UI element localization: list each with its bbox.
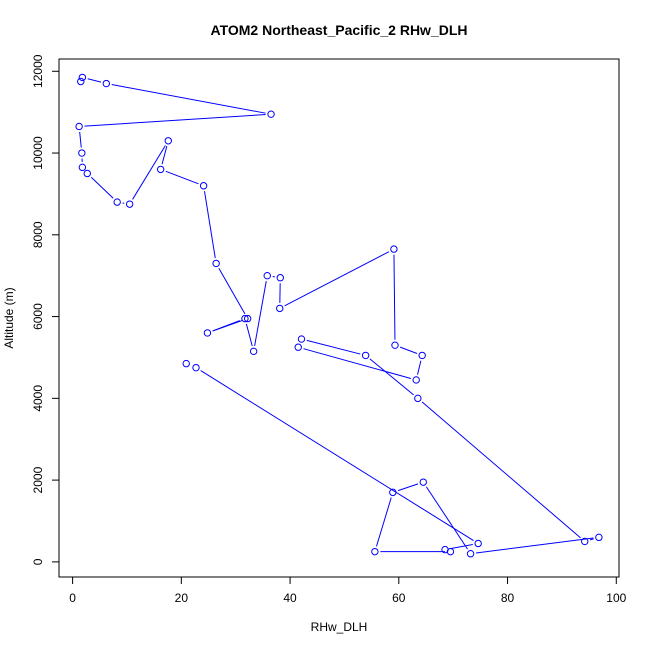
data-point bbox=[390, 245, 398, 253]
series-segment bbox=[397, 483, 419, 492]
y-tick-label: 10000 bbox=[31, 136, 45, 170]
series-segment bbox=[254, 281, 267, 346]
series-segment bbox=[90, 176, 114, 199]
data-point bbox=[77, 77, 85, 86]
series-segment bbox=[79, 131, 82, 148]
chart-title: ATOM2 Northeast_Pacific_2 RHw_DLH bbox=[211, 22, 468, 38]
x-tick-label: 60 bbox=[392, 591, 406, 605]
series-layer bbox=[75, 73, 603, 558]
x-axis-label: RHw_DLH bbox=[311, 620, 368, 634]
data-point bbox=[595, 533, 603, 542]
data-point bbox=[78, 163, 87, 172]
series-segment bbox=[111, 84, 266, 114]
y-tick-label: 6000 bbox=[31, 303, 45, 330]
y-tick-label: 8000 bbox=[31, 221, 45, 248]
data-point bbox=[418, 351, 426, 360]
x-tick-label: 40 bbox=[283, 591, 297, 605]
series-segment bbox=[218, 267, 246, 315]
y-axis-label: Altitude (m) bbox=[2, 287, 16, 348]
data-point bbox=[297, 335, 306, 343]
data-point bbox=[182, 359, 190, 368]
series-segment bbox=[475, 537, 594, 554]
data-point bbox=[389, 488, 397, 497]
data-point bbox=[414, 394, 422, 403]
x-tick-label: 0 bbox=[69, 591, 76, 605]
data-point bbox=[294, 343, 302, 351]
series-segment bbox=[369, 358, 414, 396]
data-point bbox=[102, 79, 111, 88]
y-tick-label: 12000 bbox=[31, 54, 45, 88]
data-point bbox=[212, 259, 220, 268]
series-segment bbox=[425, 486, 468, 550]
data-point bbox=[361, 351, 370, 360]
y-tick-label: 2000 bbox=[31, 466, 45, 493]
y-axis: 0 2000 4000 6000 8000 10000 12000 bbox=[31, 54, 60, 565]
data-point bbox=[474, 539, 482, 548]
data-point bbox=[156, 165, 165, 174]
data-point bbox=[371, 547, 379, 556]
data-point bbox=[419, 478, 427, 486]
data-point bbox=[241, 314, 249, 323]
series-segment bbox=[161, 145, 168, 165]
data-point bbox=[83, 169, 91, 178]
data-point bbox=[249, 347, 258, 356]
data-point bbox=[192, 363, 200, 372]
y-tick-label: 0 bbox=[31, 558, 45, 565]
series-segment bbox=[204, 191, 216, 259]
series-segment bbox=[393, 254, 396, 340]
data-point bbox=[466, 550, 475, 558]
data-point bbox=[581, 537, 589, 546]
series-segment bbox=[200, 370, 474, 541]
series-segment bbox=[306, 339, 361, 355]
series-segment bbox=[84, 114, 266, 127]
series-segment bbox=[284, 251, 390, 307]
data-point bbox=[263, 271, 271, 280]
data-point bbox=[164, 137, 172, 145]
data-point bbox=[243, 314, 252, 323]
series-segment bbox=[450, 543, 473, 550]
series-segment bbox=[165, 170, 199, 185]
data-point bbox=[391, 341, 399, 349]
data-point bbox=[412, 376, 420, 384]
data-point bbox=[267, 110, 275, 118]
series-segment bbox=[245, 323, 253, 347]
data-point bbox=[75, 122, 83, 131]
data-point bbox=[276, 304, 284, 313]
y-tick-label: 4000 bbox=[31, 385, 45, 412]
series-segment bbox=[303, 348, 412, 379]
x-tick-label: 80 bbox=[501, 591, 515, 605]
series-segment bbox=[417, 360, 422, 375]
data-point bbox=[78, 149, 86, 157]
series-segment bbox=[376, 497, 392, 547]
data-point bbox=[276, 274, 284, 282]
data-point bbox=[199, 182, 208, 190]
data-point bbox=[125, 200, 134, 208]
series-segment bbox=[87, 78, 102, 83]
series-segment bbox=[421, 401, 581, 539]
data-point bbox=[203, 329, 212, 337]
x-axis: 0 20 40 60 80 100 bbox=[69, 576, 627, 605]
data-point bbox=[113, 198, 121, 206]
data-point bbox=[441, 545, 449, 554]
series-segment bbox=[399, 346, 418, 354]
series-segment bbox=[132, 145, 166, 200]
x-tick-label: 20 bbox=[175, 591, 189, 605]
series-segment bbox=[589, 538, 594, 541]
data-point bbox=[78, 73, 87, 82]
series-segment bbox=[212, 320, 240, 332]
x-tick-label: 100 bbox=[606, 591, 626, 605]
